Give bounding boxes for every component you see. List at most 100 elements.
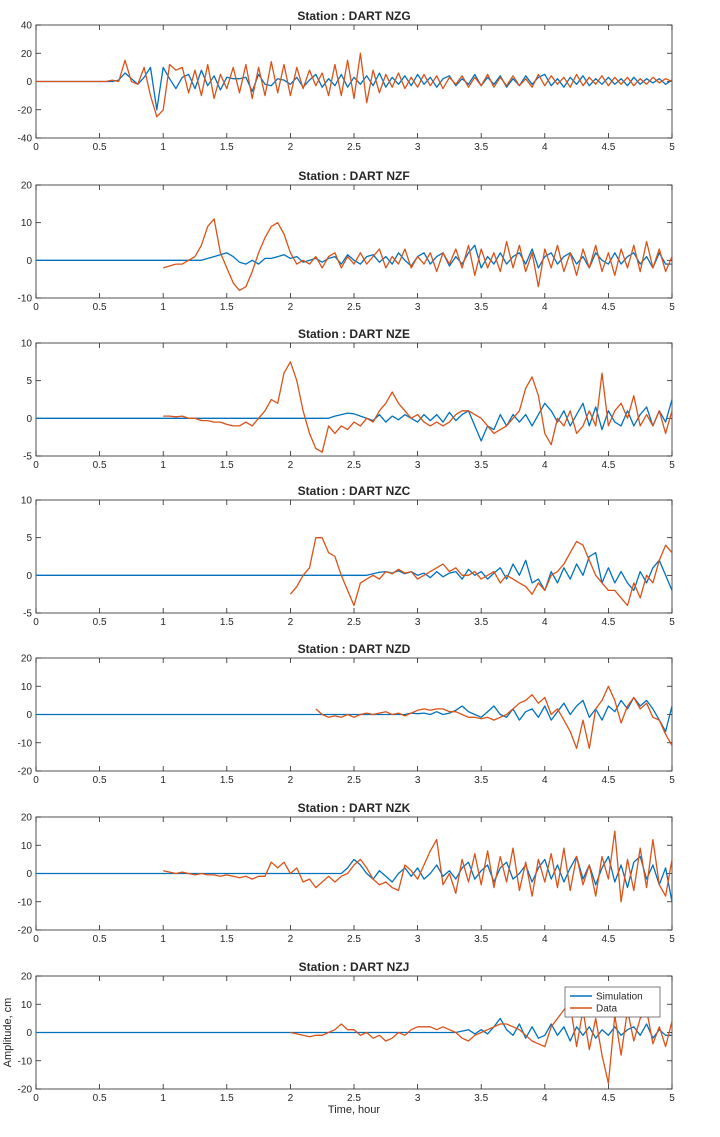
axes-box xyxy=(35,342,673,457)
x-tick-label: 2 xyxy=(288,460,294,471)
y-tick-label: -10 xyxy=(18,1056,33,1067)
x-tick-label: 2.5 xyxy=(347,460,361,471)
subplot-title: Station : DART NZJ xyxy=(299,960,410,974)
series-line-data xyxy=(163,218,673,292)
x-tick-label: 4.5 xyxy=(601,617,615,628)
x-tick-label: 1.5 xyxy=(220,142,234,153)
x-tick-label: 4.5 xyxy=(601,934,615,945)
x-tick-label: 1.5 xyxy=(220,460,234,471)
subplot-title: Station : DART NZK xyxy=(298,801,411,815)
x-tick-label: 4 xyxy=(542,142,548,153)
x-tick-label: 1 xyxy=(160,142,166,153)
x-tick-label: 0.5 xyxy=(93,934,107,945)
x-tick-label: 0.5 xyxy=(93,1093,107,1104)
x-tick-label: 3.5 xyxy=(474,775,488,786)
y-tick-label: -10 xyxy=(18,897,33,908)
x-tick-label: 3 xyxy=(415,775,421,786)
y-tick-label: -20 xyxy=(18,1085,33,1096)
series-line-data xyxy=(163,361,673,453)
x-tick-label: 0.5 xyxy=(93,617,107,628)
x-tick-label: 2 xyxy=(288,934,294,945)
y-tick-label: 10 xyxy=(21,496,33,507)
x-tick-label: 2.5 xyxy=(347,1093,361,1104)
x-tick-label: 5 xyxy=(669,617,675,628)
y-tick-label: -20 xyxy=(18,767,33,778)
y-tick-label: 0 xyxy=(26,710,32,721)
x-tick-label: 2.5 xyxy=(347,617,361,628)
x-tick-label: 3.5 xyxy=(474,617,488,628)
y-tick-label: 5 xyxy=(26,533,32,544)
x-tick-label: 2 xyxy=(288,617,294,628)
subplot-nzc: Station : DART NZC 0 0.5 1 1.5 2 2.5 3 3.5 4 4.5 5 -… xyxy=(21,484,675,628)
series-line-data xyxy=(36,52,673,118)
subplot-title: Station : DART NZG xyxy=(297,9,410,23)
y-tick-label: -5 xyxy=(23,452,32,463)
y-tick-label: -40 xyxy=(18,134,33,145)
x-tick-label: 3.5 xyxy=(474,934,488,945)
x-tick-label: 4.5 xyxy=(601,775,615,786)
y-tick-label: 10 xyxy=(21,682,33,693)
x-tick-label: 4.5 xyxy=(601,142,615,153)
x-tick-label: 0.5 xyxy=(93,775,107,786)
y-tick-label: -5 xyxy=(23,609,32,620)
x-tick-label: 5 xyxy=(669,302,675,313)
x-tick-label: 0 xyxy=(33,302,39,313)
x-tick-label: 1.5 xyxy=(220,1093,234,1104)
y-tick-label: 40 xyxy=(21,21,33,32)
y-tick-label: 0 xyxy=(26,256,32,267)
y-tick-label: 0 xyxy=(26,77,32,88)
series-line-data xyxy=(163,830,673,903)
series-line-simulation xyxy=(36,399,673,442)
series-line-simulation xyxy=(36,66,673,111)
x-tick-label: 5 xyxy=(669,460,675,471)
x-tick-label: 1.5 xyxy=(220,617,234,628)
x-tick-label: 3.5 xyxy=(474,1093,488,1104)
subplot-nzj: Station : DART NZJ 0 0.5 1 1.5 2 2.5 3 3.5 4 4.5 5 -… xyxy=(2,960,675,1116)
subplot-nzd: Station : DART NZD 0 0.5 1 1.5 2 2.5 3 3.5 4 4.5 5 -… xyxy=(18,642,676,786)
x-tick-label: 2 xyxy=(288,142,294,153)
y-tick-label: 5 xyxy=(26,376,32,387)
y-tick-label: 10 xyxy=(21,339,33,350)
y-tick-label: 10 xyxy=(21,218,33,229)
subplot-title: Station : DART NZF xyxy=(298,169,409,183)
x-tick-label: 3.5 xyxy=(474,302,488,313)
subplot-nzg: Station : DART NZG 0 0.5 1 1.5 2 2.5 3 3.5 4 4.5 5 -… xyxy=(18,9,676,153)
x-tick-label: 1 xyxy=(160,775,166,786)
series-line-simulation xyxy=(36,552,673,592)
subplot-nze: Station : DART NZE 0 0.5 1 1.5 2 2.5 3 3.5 4 4.5 5 -… xyxy=(21,327,675,471)
x-tick-label: 3.5 xyxy=(474,142,488,153)
x-tick-label: 1 xyxy=(160,617,166,628)
y-tick-label: -10 xyxy=(18,738,33,749)
x-tick-label: 4.5 xyxy=(601,1093,615,1104)
y-tick-label: 20 xyxy=(21,181,33,192)
axes-box xyxy=(35,184,673,299)
x-tick-label: 2.5 xyxy=(347,775,361,786)
x-tick-label: 2 xyxy=(288,775,294,786)
x-tick-label: 4.5 xyxy=(601,460,615,471)
y-axis-label: Amplitude, cm xyxy=(2,998,14,1068)
y-tick-label: -20 xyxy=(18,926,33,937)
x-tick-label: 3 xyxy=(415,460,421,471)
x-tick-label: 0 xyxy=(33,1093,39,1104)
legend-entry: Simulation xyxy=(596,992,643,1003)
y-tick-label: 20 xyxy=(21,654,33,665)
x-tick-label: 3 xyxy=(415,934,421,945)
subplot-title: Station : DART NZD xyxy=(298,642,411,656)
x-tick-label: 2.5 xyxy=(347,302,361,313)
x-tick-label: 5 xyxy=(669,1093,675,1104)
x-tick-label: 5 xyxy=(669,142,675,153)
x-tick-label: 1.5 xyxy=(220,775,234,786)
series-line-data xyxy=(290,1003,673,1084)
x-tick-label: 2.5 xyxy=(347,934,361,945)
x-tick-label: 4 xyxy=(542,1093,548,1104)
y-tick-label: 20 xyxy=(21,813,33,824)
x-tick-label: 0 xyxy=(33,460,39,471)
x-tick-label: 2 xyxy=(288,1093,294,1104)
y-tick-label: 0 xyxy=(26,1028,32,1039)
series-line-simulation xyxy=(36,696,673,733)
series-line-simulation xyxy=(36,1017,672,1042)
x-tick-label: 5 xyxy=(669,775,675,786)
x-tick-label: 0 xyxy=(33,775,39,786)
y-tick-label: 0 xyxy=(26,414,32,425)
